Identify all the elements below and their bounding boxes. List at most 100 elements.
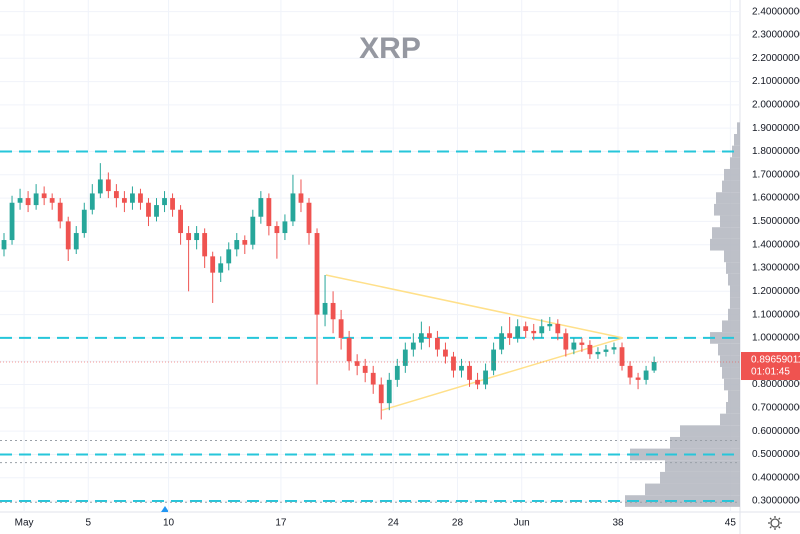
candle-body — [89, 193, 95, 210]
candle-body — [170, 198, 175, 210]
candle-body — [507, 333, 513, 338]
volume-profile-bar — [714, 203, 740, 216]
trendline — [381, 337, 624, 411]
candle-body — [491, 349, 497, 371]
candle-body — [298, 193, 304, 203]
y-tick-label: 0.80000000 — [752, 379, 800, 390]
volume-profile-bar — [670, 436, 740, 449]
candle-body — [643, 370, 649, 380]
volume-profile-bar — [720, 413, 740, 426]
candle-body — [25, 198, 31, 206]
candle-body — [555, 323, 561, 334]
candle-body — [651, 362, 657, 371]
candle-body — [402, 349, 408, 366]
candle-body — [459, 365, 464, 371]
y-tick-label: 1.20000000 — [752, 286, 800, 297]
candle-body — [130, 193, 135, 203]
candle-body — [210, 256, 216, 273]
candle-body — [234, 240, 240, 250]
candle-body — [250, 216, 256, 245]
candle-body — [531, 330, 537, 334]
candle-body — [65, 221, 71, 250]
x-tick-label: 24 — [388, 518, 400, 529]
volume-profile-bar — [625, 495, 740, 507]
y-tick-label: 2.40000000 — [752, 6, 800, 17]
candle-body — [105, 179, 111, 192]
last-price-box — [741, 352, 800, 381]
gear-icon — [770, 518, 780, 528]
event-icon[interactable] — [161, 506, 169, 512]
candle-body — [81, 209, 87, 234]
candle-body — [443, 349, 448, 357]
settings-button[interactable] — [768, 516, 782, 530]
candle-body — [475, 379, 480, 385]
y-tick-label: 1.60000000 — [752, 193, 800, 204]
volume-profile-bar — [730, 297, 740, 309]
candle-body — [314, 233, 320, 315]
volume-profile-bar — [680, 425, 740, 437]
volume-profile-bar — [712, 227, 740, 239]
y-tick-label: 2.10000000 — [752, 76, 800, 87]
volume-profile-bar — [728, 308, 740, 321]
volume-profile-bar — [718, 343, 740, 356]
candle-body — [627, 365, 633, 378]
volume-profile-bar — [722, 367, 740, 379]
candle-body — [523, 326, 529, 331]
candle-body — [146, 202, 151, 217]
candle-body — [603, 349, 609, 352]
candle-body — [290, 193, 296, 222]
x-tick-label: 10 — [163, 518, 175, 529]
candle-body — [73, 233, 79, 250]
volume-profile-bar — [724, 378, 740, 391]
candle-body — [386, 379, 392, 404]
volume-profile-bar — [734, 134, 740, 146]
candle-body — [1, 240, 7, 250]
candle-body — [547, 323, 553, 327]
x-tick-label: 28 — [452, 518, 464, 529]
y-tick-label: 0.50000000 — [752, 449, 800, 460]
plot-area — [0, 0, 740, 512]
y-tick-label: 1.00000000 — [752, 333, 800, 344]
candle-body — [17, 198, 23, 203]
volume-profile-bar — [722, 180, 740, 193]
volume-profile-bar — [720, 215, 740, 228]
volume-profile-bar — [726, 402, 740, 414]
volume-profile-bar — [737, 122, 740, 135]
y-tick-label: 0.70000000 — [752, 402, 800, 413]
y-tick-label: 0.30000000 — [752, 496, 800, 507]
volume-profile-bar — [665, 460, 740, 472]
volume-profile-bar — [732, 145, 740, 158]
candle-body — [322, 302, 328, 315]
candle-body — [154, 205, 159, 217]
candle-body — [635, 377, 641, 380]
volume-profile-bar — [645, 483, 740, 496]
candle-body — [362, 365, 368, 373]
candle-body — [587, 344, 593, 355]
volume-profile-bar — [716, 192, 740, 204]
candle-body — [571, 342, 577, 350]
volume-profile-bar — [724, 168, 740, 181]
y-tick-label: 1.70000000 — [752, 169, 800, 180]
candle-body — [370, 372, 376, 385]
volume-profile-bar — [726, 262, 740, 274]
candle-body — [579, 342, 585, 345]
gear-teeth — [768, 516, 782, 530]
candle-body — [499, 333, 505, 350]
y-tick-label: 2.20000000 — [752, 53, 800, 64]
y-tick-label: 0.40000000 — [752, 472, 800, 483]
volume-profile-bar — [728, 390, 740, 403]
candle-body — [611, 347, 617, 350]
y-tick-label: 1.90000000 — [752, 123, 800, 134]
candle-body — [338, 319, 344, 338]
candle-body — [595, 351, 601, 355]
x-tick-label: May — [15, 518, 34, 529]
candle-body — [266, 198, 272, 227]
x-tick-label: 38 — [612, 518, 624, 529]
candle-body — [218, 263, 224, 273]
candle-body — [330, 302, 336, 320]
candle-body — [274, 226, 280, 234]
candle-body — [138, 193, 143, 203]
volume-profile-bar — [710, 238, 740, 251]
candle-body — [354, 361, 360, 366]
